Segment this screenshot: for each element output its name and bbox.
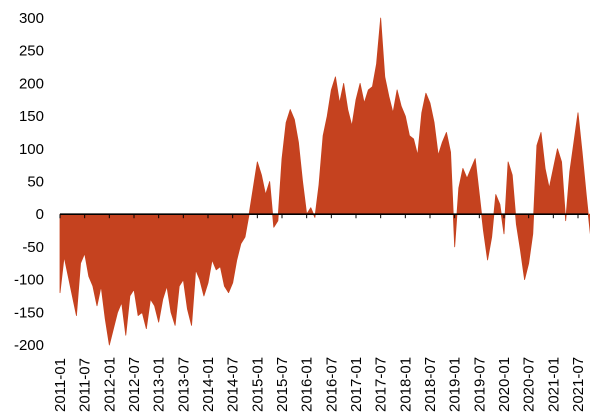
y-tick-label: -100: [14, 272, 44, 289]
x-tick-label: 2015-01: [249, 357, 266, 412]
y-tick-label: 200: [19, 75, 44, 92]
x-tick-label: 2018-01: [397, 357, 414, 412]
y-tick-label: -200: [14, 337, 44, 354]
x-tick-label: 2017-01: [348, 357, 365, 412]
x-axis: 2011-01 2011-07 2012-01 2012-07 2013-01 2013-…: [52, 213, 588, 412]
x-tick-label: 2018-07: [422, 357, 439, 412]
y-axis: 300 250 200 150 100 50 0 -50 -100 -150 -200: [14, 10, 44, 354]
x-tick-label: 2017-07: [373, 357, 390, 412]
x-tick-label: 2019-07: [471, 357, 488, 412]
x-tick-label: 2016-01: [299, 357, 316, 412]
y-tick-label: 250: [19, 43, 44, 60]
y-tick-label: 0: [36, 206, 44, 223]
x-tick-label: 2013-01: [151, 357, 168, 412]
y-tick-label: 150: [19, 108, 44, 125]
x-tick-label: 2014-07: [225, 357, 242, 412]
y-tick-label: -150: [14, 304, 44, 321]
y-tick-label: 300: [19, 10, 44, 27]
x-tick-label: 2020-01: [496, 357, 513, 412]
y-tick-label: 100: [19, 141, 44, 158]
x-tick-label: 2021-07: [570, 357, 587, 412]
x-tick-label: 2012-01: [101, 357, 118, 412]
y-tick-label: -50: [22, 239, 44, 256]
y-tick-label: 50: [27, 174, 44, 191]
x-tick-label: 2011-07: [77, 358, 94, 412]
x-tick-label: 2015-07: [274, 357, 291, 412]
x-tick-label: 2014-01: [200, 357, 217, 412]
x-tick-label: 2013-07: [175, 357, 192, 412]
area-series: [59, 17, 590, 346]
area-fill: [59, 17, 590, 346]
x-tick-label: 2020-07: [521, 357, 538, 412]
x-tick-label: 2016-07: [323, 357, 340, 412]
x-tick-label: 2012-07: [126, 357, 143, 412]
x-tick-label: 2021-01: [545, 357, 562, 412]
x-tick-label: 2019-01: [447, 357, 464, 412]
x-tick-label: 2011-01: [52, 358, 69, 412]
